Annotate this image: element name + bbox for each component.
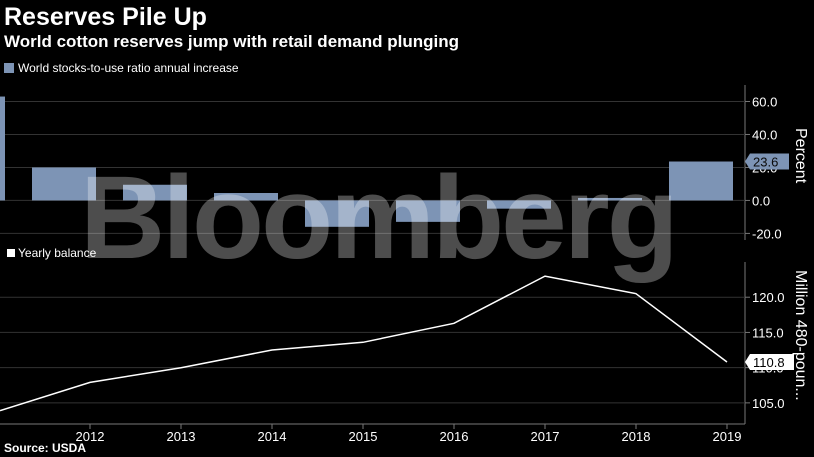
line-y-tick-label: 120.0: [752, 290, 785, 305]
line-y-tick-label: 105.0: [752, 396, 785, 411]
line-legend-swatch: [7, 249, 15, 257]
chart-subtitle: World cotton reserves jump with retail d…: [4, 32, 459, 51]
x-tick-label: 2012: [76, 429, 105, 444]
yearly-balance-line: [0, 275, 728, 412]
x-tick-label: 2015: [349, 429, 378, 444]
x-tick-label: 2013: [167, 429, 196, 444]
bar-2012: [32, 167, 96, 201]
x-tick-label: 2018: [622, 429, 651, 444]
bar-2011: [0, 96, 5, 201]
line-y-tick-label: 115.0: [752, 325, 784, 340]
x-tick-label: 2017: [531, 429, 560, 444]
bar-y-tick-label: 40.0: [752, 127, 777, 142]
bar-y-tick-label: -20.0: [752, 226, 782, 241]
chart-title: Reserves Pile Up: [4, 3, 207, 31]
bar-2013: [123, 184, 187, 201]
bar-y-axis-title: Percent: [792, 128, 809, 184]
line-legend-label: Yearly balance: [18, 246, 97, 260]
source-note: Source: USDA: [4, 441, 87, 455]
bar-2015: [305, 200, 369, 227]
bar-panel: World stocks-to-use ratio annual increas…: [0, 61, 809, 241]
line-y-axis-title: Million 480-poun...: [792, 270, 809, 401]
x-tick-label: 2014: [258, 429, 287, 444]
x-tick-label: 2019: [713, 429, 742, 444]
bar-last-value-flag: [745, 153, 789, 170]
bar-2018: [578, 197, 642, 201]
line-last-value-label: 110.8: [753, 355, 785, 370]
bar-2019: [669, 161, 733, 201]
bar-y-tick-label: 60.0: [752, 94, 777, 109]
bar-2014: [214, 193, 278, 201]
bar-y-tick-label: 0.0: [752, 193, 770, 208]
bar-2016: [396, 200, 460, 222]
bar-legend-label: World stocks-to-use ratio annual increas…: [18, 61, 239, 75]
x-tick-label: 2016: [440, 429, 469, 444]
line-last-value-flag: [745, 354, 794, 371]
bar-2017: [487, 200, 551, 209]
bar-legend-swatch: [4, 63, 14, 73]
bar-last-value-label: 23.6: [753, 155, 778, 170]
